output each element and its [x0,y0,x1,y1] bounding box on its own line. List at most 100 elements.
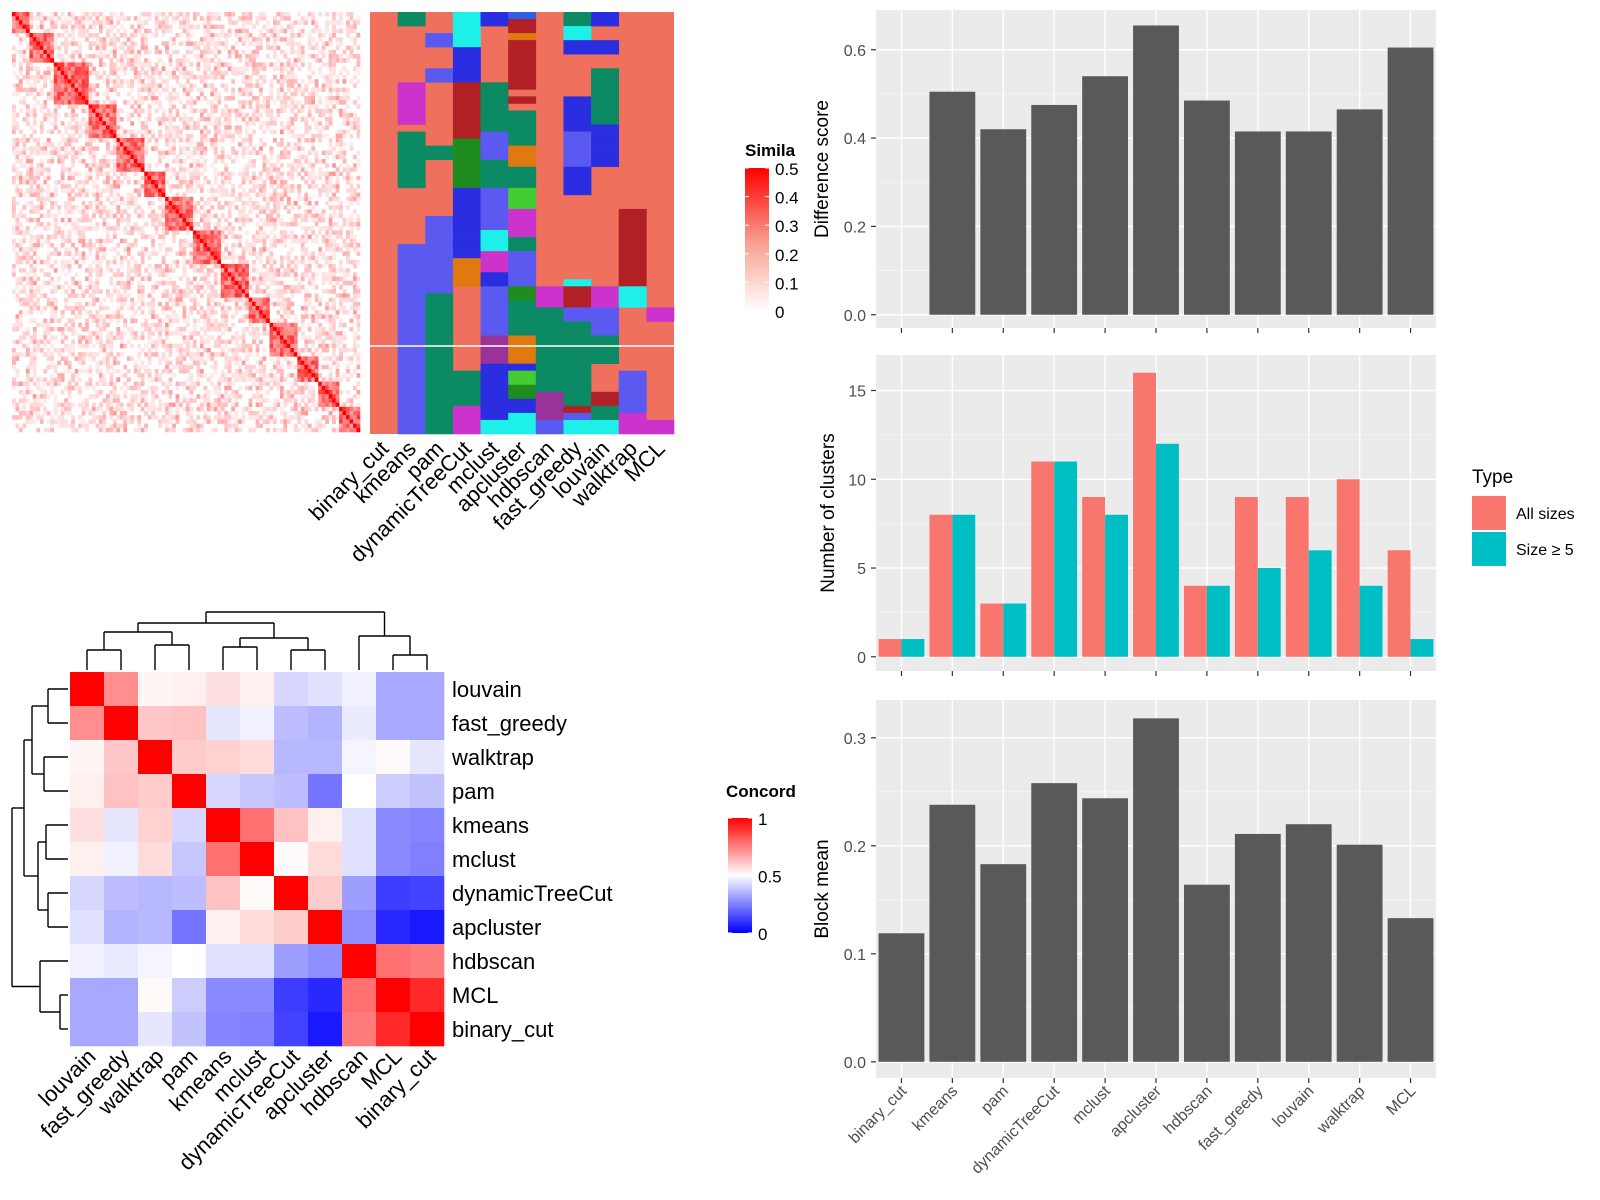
concordance-cell [308,706,343,741]
concordance-cell [70,910,105,945]
similarity-legend-bar [745,168,769,311]
concordance-cell [240,774,275,809]
bar [1336,844,1383,1062]
y-axis-title: Number of clusters [818,433,839,592]
similarity-legend: Simila 0 0.1 0.2 0.3 0.4 0.5 [745,141,799,322]
bar [1285,131,1332,315]
bar-size-ge-5 [1206,585,1230,657]
bar-all-sizes [1234,497,1258,657]
bar-all-sizes [929,514,953,657]
concordance-cell [104,740,139,775]
concordance-cell [70,1012,105,1047]
concordance-cell [240,808,275,843]
concordance-cell [376,672,411,707]
y-tick-label: 0 [857,650,866,667]
concordance-cell [410,808,445,843]
concordance-cell [410,842,445,877]
concordance-cell [172,672,207,707]
concordance-cell [376,944,411,979]
bar [929,91,976,315]
concordance-cell [240,740,275,775]
concordance-cell [206,1012,241,1047]
similarity-legend-tick: 0.2 [775,246,799,265]
concordance-legend-tick: 0.5 [758,868,782,887]
y-tick-label: 0.1 [844,947,866,964]
bar [1387,918,1434,1062]
concordance-cell [274,672,309,707]
concordance-cell [104,808,139,843]
concordance-row-label: MCL [452,983,498,1008]
concordance-cell [308,1012,343,1047]
concordance-cell [240,978,275,1013]
x-category-label: kmeans [910,1083,962,1135]
concordance-cell [240,842,275,877]
concordance-dendrograms [11,611,428,1030]
concordance-cell [70,944,105,979]
y-tick-label: 10 [848,472,866,489]
bar [1031,104,1078,315]
x-category-label: dynamicTreeCut [968,1082,1063,1177]
bar-all-sizes [878,639,902,657]
number-of-clusters-panel: 0 5 10 15 Number of clusters [818,355,1436,676]
concordance-cell [172,706,207,741]
concordance-row-label: louvain [452,677,522,702]
bar-size-ge-5 [1054,461,1078,657]
concordance-legend: Concord 0 0.5 1 [726,782,796,944]
similarity-legend-tick: 0.3 [775,217,799,236]
concordance-cell [70,978,105,1013]
concordance-cell [274,808,309,843]
concordance-cell [206,740,241,775]
concordance-cell [342,842,377,877]
type-legend: Type All sizes Size ≥ 5 [1472,467,1575,566]
concordance-cell [240,876,275,911]
y-tick-label: 0.0 [844,308,866,325]
concordance-cell [240,1012,275,1047]
concordance-cell [274,978,309,1013]
concordance-row-label: mclust [452,847,516,872]
concordance-cell [138,774,173,809]
concordance-cell [206,876,241,911]
concordance-cell [308,842,343,877]
concordance-cell [274,706,309,741]
bar [1387,47,1434,315]
concordance-cell [138,978,173,1013]
y-tick-label: 0.4 [844,131,866,148]
y-tick-label: 0.2 [844,219,866,236]
concordance-cell [376,842,411,877]
bar [1285,824,1332,1062]
concordance-cell [172,876,207,911]
concordance-cell [342,876,377,911]
concordance-cell [172,740,207,775]
concordance-cell [308,672,343,707]
bar [1184,884,1230,1062]
difference-score-panel: 0.0 0.2 0.4 0.6 Difference score [812,10,1436,333]
legend-key-size-ge-5 [1472,532,1506,566]
concordance-cell [104,1012,139,1047]
concordance-row-label: hdbscan [452,949,535,974]
y-tick-label: 0.2 [844,839,866,856]
concordance-cell [70,774,105,809]
bar [1184,100,1230,315]
similarity-legend-title: Simila [745,141,796,160]
legend-key-all-sizes [1472,496,1506,530]
concordance-cell [70,808,105,843]
concordance-cell [376,774,411,809]
concordance-row-label: fast_greedy [452,711,567,736]
concordance-cell [410,876,445,911]
concordance-cell [138,910,173,945]
concordance-cell [172,842,207,877]
bar [929,804,976,1062]
concordance-cell [138,1012,173,1047]
bar [1336,109,1383,315]
y-tick-label: 0.6 [844,43,866,60]
concordance-cell [376,740,411,775]
concordance-cell [138,876,173,911]
bar-size-ge-5 [1003,603,1027,657]
bar-all-sizes [980,603,1004,657]
bar [1082,76,1128,315]
concordance-cell [308,944,343,979]
concordance-cell [70,740,105,775]
bar [1133,718,1179,1062]
concordance-cell [274,740,309,775]
concordance-legend-tick: 1 [758,810,767,829]
